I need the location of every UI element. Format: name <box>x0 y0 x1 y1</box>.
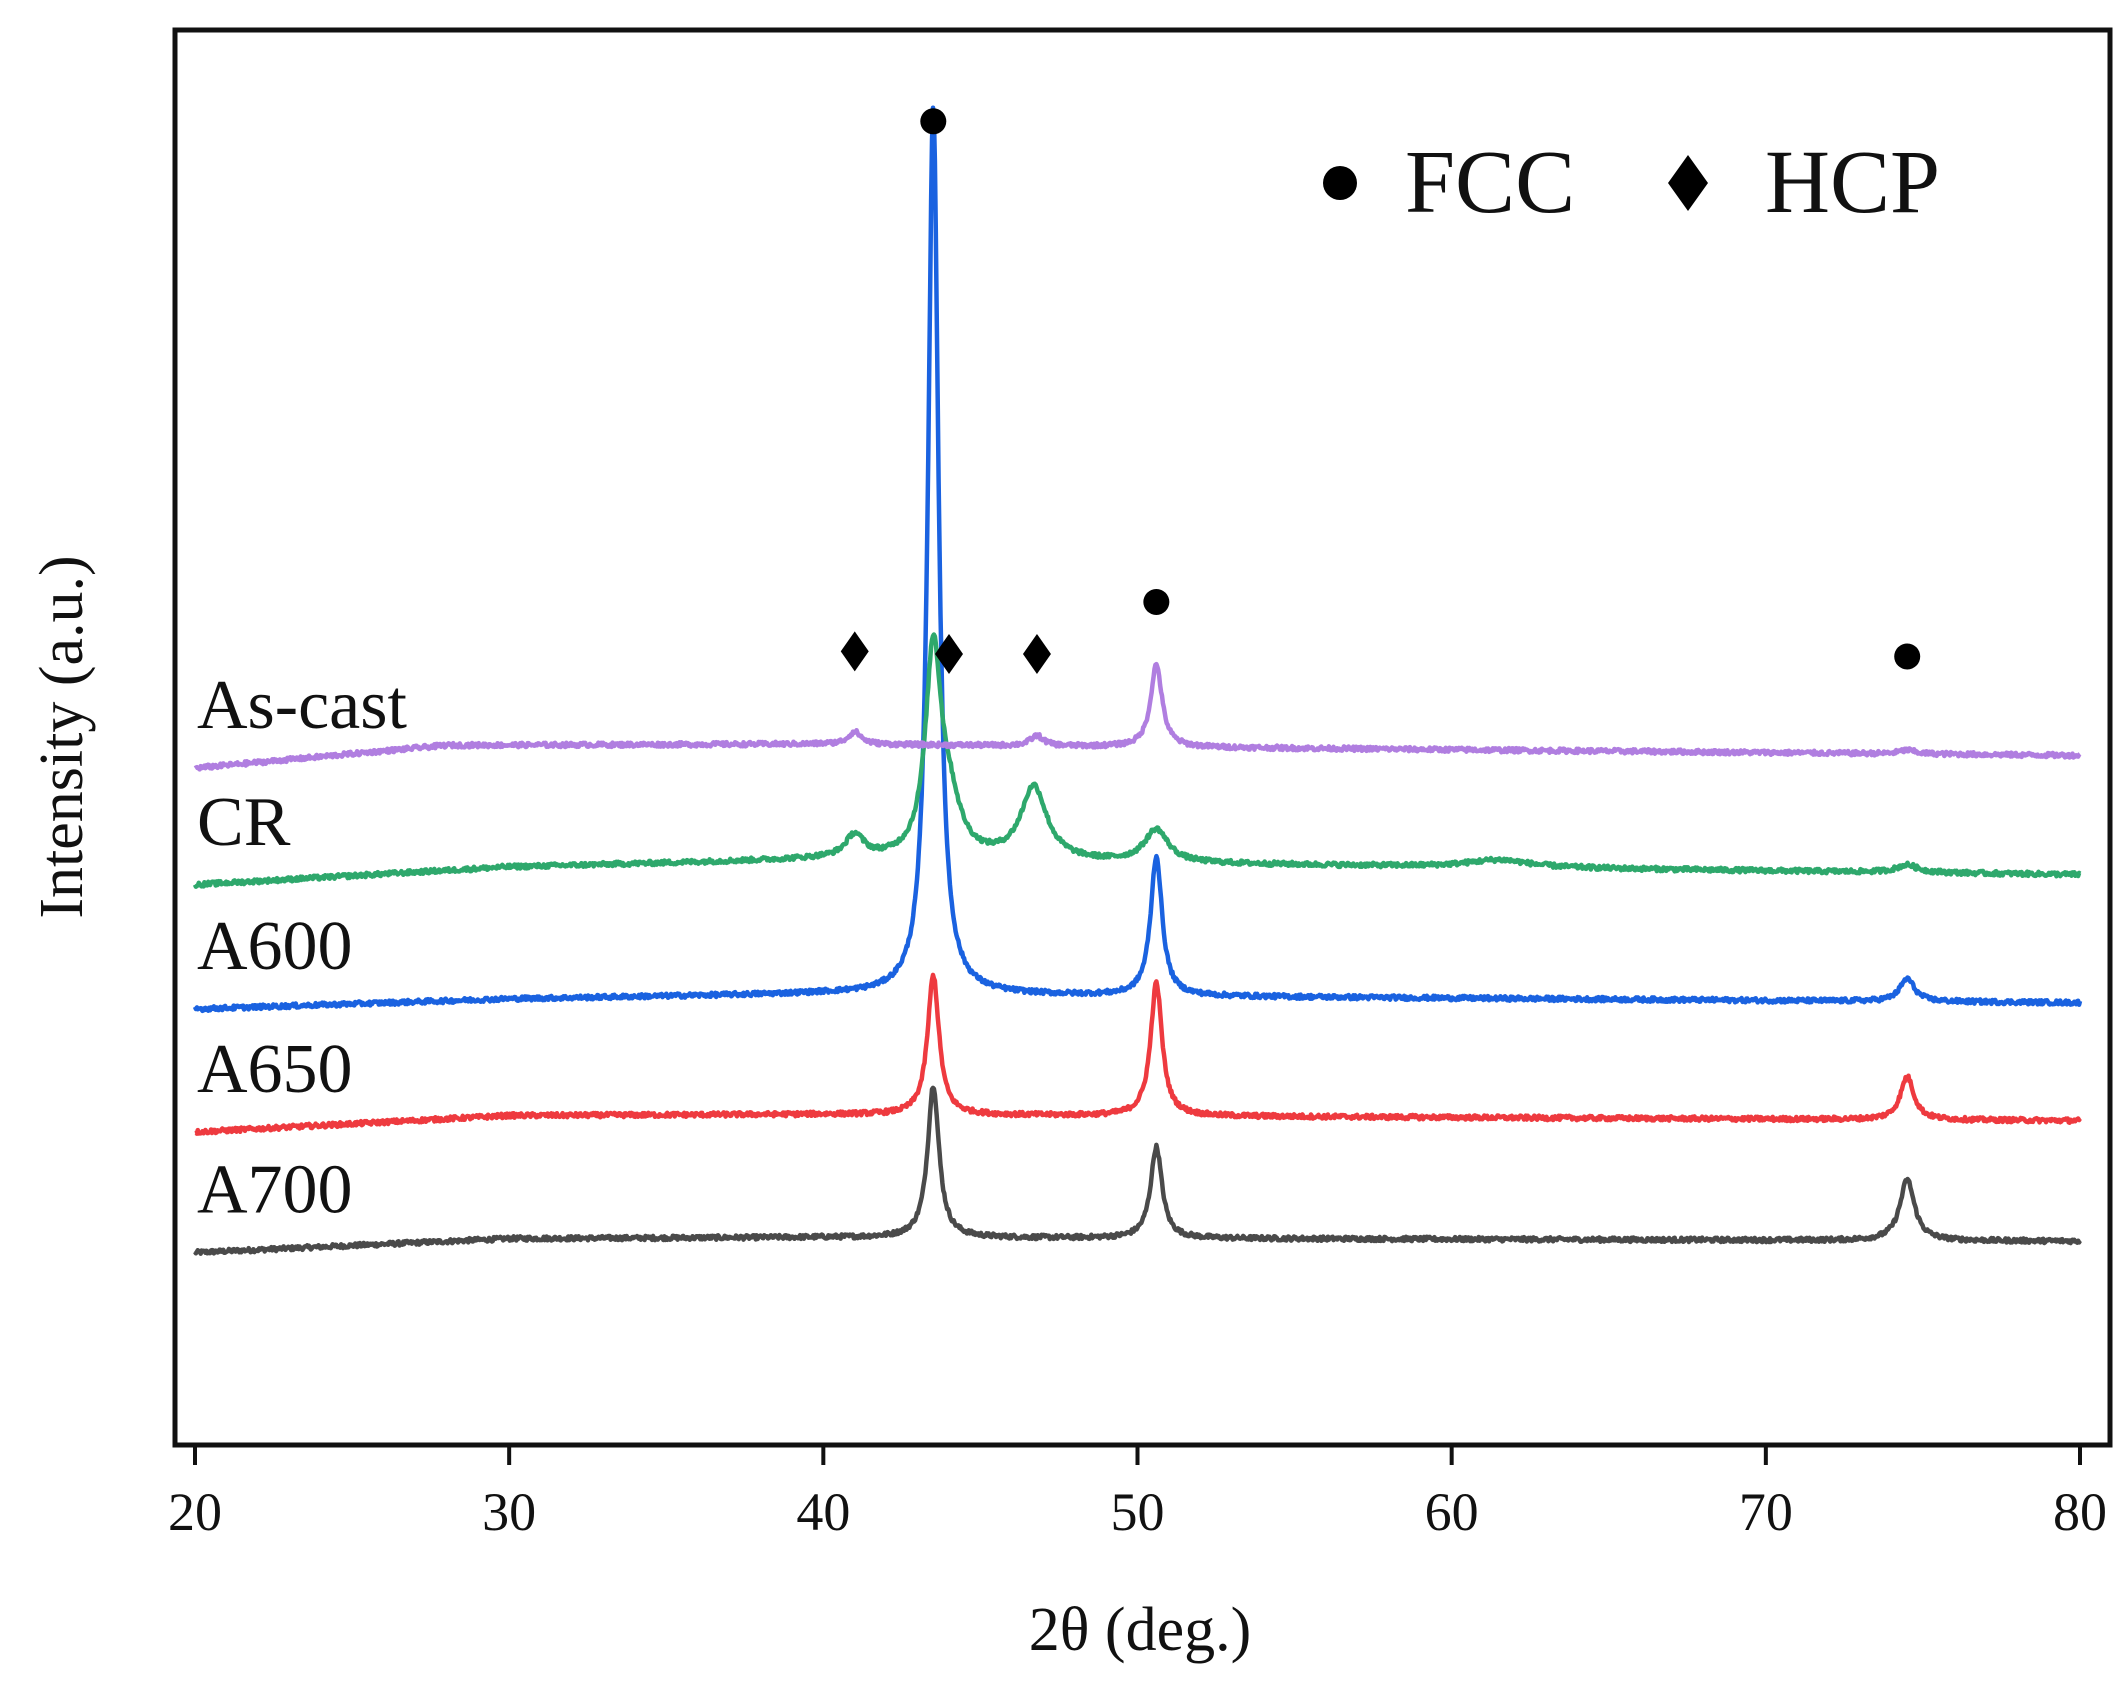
legend: FCC HCP <box>1323 133 1940 232</box>
x-axis-ticks: 20 30 40 50 60 70 80 <box>168 1445 2107 1542</box>
series-label-as-cast: As-cast <box>197 667 407 744</box>
x-tick-label: 70 <box>1739 1482 1793 1542</box>
series-line-cr <box>192 632 2082 889</box>
series-label-a700: A700 <box>197 1152 353 1229</box>
series-label-a650: A650 <box>197 1031 353 1108</box>
x-tick-label: 40 <box>796 1482 850 1542</box>
fcc-circle-icon <box>920 108 947 135</box>
series-labels: As-cast CR A600 A650 A700 <box>197 667 407 1228</box>
series-line-a700 <box>193 1085 2082 1256</box>
series-layer <box>192 105 2083 1256</box>
hcp-diamond-icon <box>840 631 869 672</box>
legend-hcp-diamond-icon <box>1668 155 1708 211</box>
x-tick-label: 60 <box>1425 1482 1479 1542</box>
x-tick-label: 20 <box>168 1482 222 1542</box>
x-tick-label: 50 <box>1111 1482 1165 1542</box>
series-label-cr: CR <box>197 784 291 861</box>
series-line-as-cast <box>193 661 2082 772</box>
phase-marker-layer <box>840 108 1921 674</box>
fcc-circle-icon <box>1143 588 1170 615</box>
x-tick-label: 30 <box>482 1482 536 1542</box>
series-line-a600 <box>192 105 2083 1014</box>
series-label-a600: A600 <box>197 908 353 985</box>
plot-frame <box>172 27 2113 1448</box>
x-tick-label: 80 <box>2053 1482 2107 1542</box>
legend-fcc-circle-icon <box>1323 166 1357 200</box>
hcp-diamond-icon <box>1022 633 1051 674</box>
series-line-a650 <box>193 972 2082 1136</box>
legend-label-fcc: FCC <box>1405 133 1575 232</box>
legend-label-hcp: HCP <box>1765 133 1940 232</box>
hcp-diamond-icon <box>935 633 963 674</box>
y-axis-title: Intensity (a.u.) <box>28 555 96 918</box>
fcc-circle-icon <box>1894 643 1921 670</box>
x-axis-title: 2θ (deg.) <box>1029 1596 1252 1664</box>
